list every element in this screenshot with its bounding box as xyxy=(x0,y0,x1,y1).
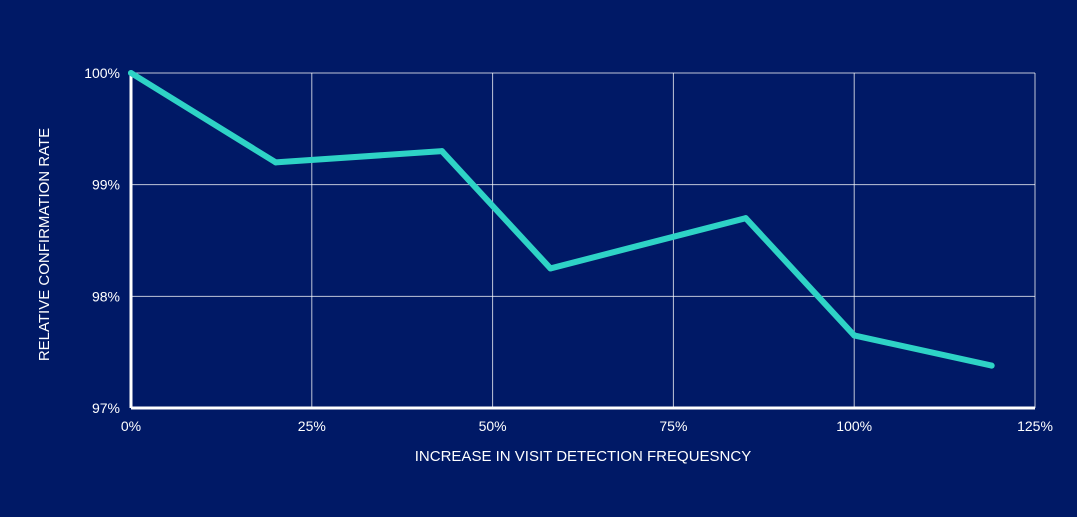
x-tick-label: 25% xyxy=(298,418,326,434)
grid-layer xyxy=(130,72,1036,409)
x-tick-label: 75% xyxy=(659,418,687,434)
x-tick-label: 50% xyxy=(479,418,507,434)
data-point xyxy=(988,362,995,369)
y-tick-label: 100% xyxy=(84,65,120,81)
series-layer xyxy=(128,70,995,369)
data-point xyxy=(547,265,554,272)
data-point xyxy=(272,159,279,166)
x-tick-label: 0% xyxy=(121,418,141,434)
x-tick-label: 125% xyxy=(1017,418,1053,434)
axis-layer xyxy=(129,73,1035,410)
data-point xyxy=(438,148,445,155)
series-line xyxy=(128,70,995,369)
y-tick-label: 98% xyxy=(92,288,120,304)
data-point xyxy=(742,215,749,222)
data-point xyxy=(851,332,858,339)
data-point xyxy=(128,70,134,76)
y-tick-label: 99% xyxy=(92,177,120,193)
y-tick-label: 97% xyxy=(92,400,120,416)
x-tick-label: 100% xyxy=(836,418,872,434)
y-axis-title: RELATIVE CONFIRMATION RATE xyxy=(36,128,53,361)
label-layer: 0% 25% 50% 75% 100% 125% 97% 98% 99% 100% xyxy=(84,65,1053,434)
x-axis-title: INCREASE IN VISIT DETECTION FREQUESNCY xyxy=(415,448,751,465)
